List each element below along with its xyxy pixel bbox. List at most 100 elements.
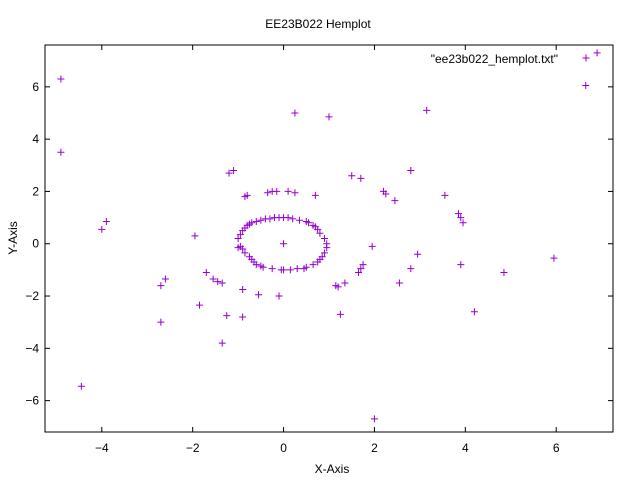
data-point [257, 262, 265, 270]
data-point [293, 265, 301, 273]
y-tick-label: 6 [32, 80, 39, 94]
data-point [225, 169, 233, 177]
data-points [57, 49, 601, 423]
data-point [218, 339, 226, 347]
data-point [209, 275, 217, 283]
data-point [311, 191, 319, 199]
data-point [286, 266, 294, 274]
legend-marker-plus [582, 54, 590, 62]
axis-ticks [45, 45, 613, 432]
data-point [355, 268, 363, 276]
data-point [407, 167, 415, 175]
y-tick-label: −6 [25, 394, 39, 408]
data-point [423, 106, 431, 114]
data-point [459, 219, 467, 227]
data-point [214, 278, 222, 286]
data-point [357, 265, 365, 273]
data-point [291, 189, 299, 197]
data-point [295, 216, 303, 224]
data-point [191, 232, 199, 240]
data-point [275, 292, 283, 300]
y-tick-label: 2 [32, 184, 39, 198]
data-point [316, 229, 324, 237]
data-point [320, 235, 328, 242]
data-point [218, 279, 226, 287]
data-point [309, 261, 317, 269]
legend-marker [582, 54, 590, 62]
y-tick-label: 4 [32, 132, 39, 146]
x-tick-label: 0 [280, 441, 287, 455]
data-point [457, 214, 465, 222]
data-point [382, 190, 390, 198]
data-point [593, 49, 601, 57]
data-point [245, 253, 253, 261]
data-point [455, 210, 463, 218]
data-point [157, 282, 165, 290]
x-tick-label: −2 [186, 441, 200, 455]
data-point [289, 215, 297, 223]
data-point [470, 308, 478, 316]
x-tick-label: −4 [95, 441, 109, 455]
legend-label: "ee23b022_hemplot.txt" [431, 52, 558, 66]
data-point [257, 216, 265, 224]
data-point [77, 382, 85, 390]
data-point [157, 318, 165, 326]
legend: "ee23b022_hemplot.txt" [431, 52, 590, 66]
data-point [441, 191, 449, 199]
data-point [370, 415, 378, 423]
data-point [239, 313, 247, 321]
data-point [407, 265, 415, 273]
data-point [252, 218, 260, 226]
data-point [305, 219, 313, 227]
y-tick-label: 0 [32, 237, 39, 251]
data-point [320, 249, 328, 257]
data-point [277, 266, 285, 274]
data-point [57, 148, 65, 156]
data-point [195, 301, 203, 309]
data-point [230, 167, 238, 175]
data-point [334, 283, 342, 291]
data-point [264, 189, 272, 197]
data-point [336, 310, 344, 318]
data-point [266, 215, 274, 223]
data-point [223, 312, 231, 320]
data-point [236, 231, 244, 239]
data-point [314, 258, 322, 266]
data-point [291, 109, 299, 117]
data-point [268, 265, 276, 273]
data-point [234, 244, 242, 252]
data-point [248, 219, 256, 227]
data-point [161, 275, 169, 283]
data-point [255, 291, 263, 299]
data-point [457, 261, 465, 269]
data-point [314, 225, 322, 233]
data-point [348, 172, 356, 180]
x-tick-label: 2 [371, 441, 378, 455]
data-point [395, 279, 403, 287]
data-point [284, 187, 292, 195]
y-tick-label: −2 [25, 289, 39, 303]
data-point [414, 250, 422, 258]
tick-labels: −4 −2 0 2 4 6 −6 −4 −2 0 2 4 6 [25, 80, 560, 455]
data-point [550, 254, 558, 262]
data-point [359, 261, 367, 269]
data-point [325, 113, 333, 121]
x-tick-label: 6 [553, 441, 560, 455]
y-tick-label: −4 [25, 341, 39, 355]
chart-title: EE23B022 Hemplot [265, 17, 371, 31]
data-point [280, 240, 288, 248]
data-point [341, 279, 349, 287]
data-point [241, 249, 249, 257]
data-point [202, 268, 210, 276]
data-point [243, 191, 251, 199]
data-point [391, 197, 399, 205]
data-point [273, 187, 281, 195]
data-point [357, 174, 365, 182]
data-point [284, 214, 292, 222]
data-point [239, 285, 247, 293]
data-point [234, 235, 242, 242]
data-point [323, 244, 331, 252]
plot-frame [44, 44, 614, 433]
data-point [98, 225, 106, 233]
